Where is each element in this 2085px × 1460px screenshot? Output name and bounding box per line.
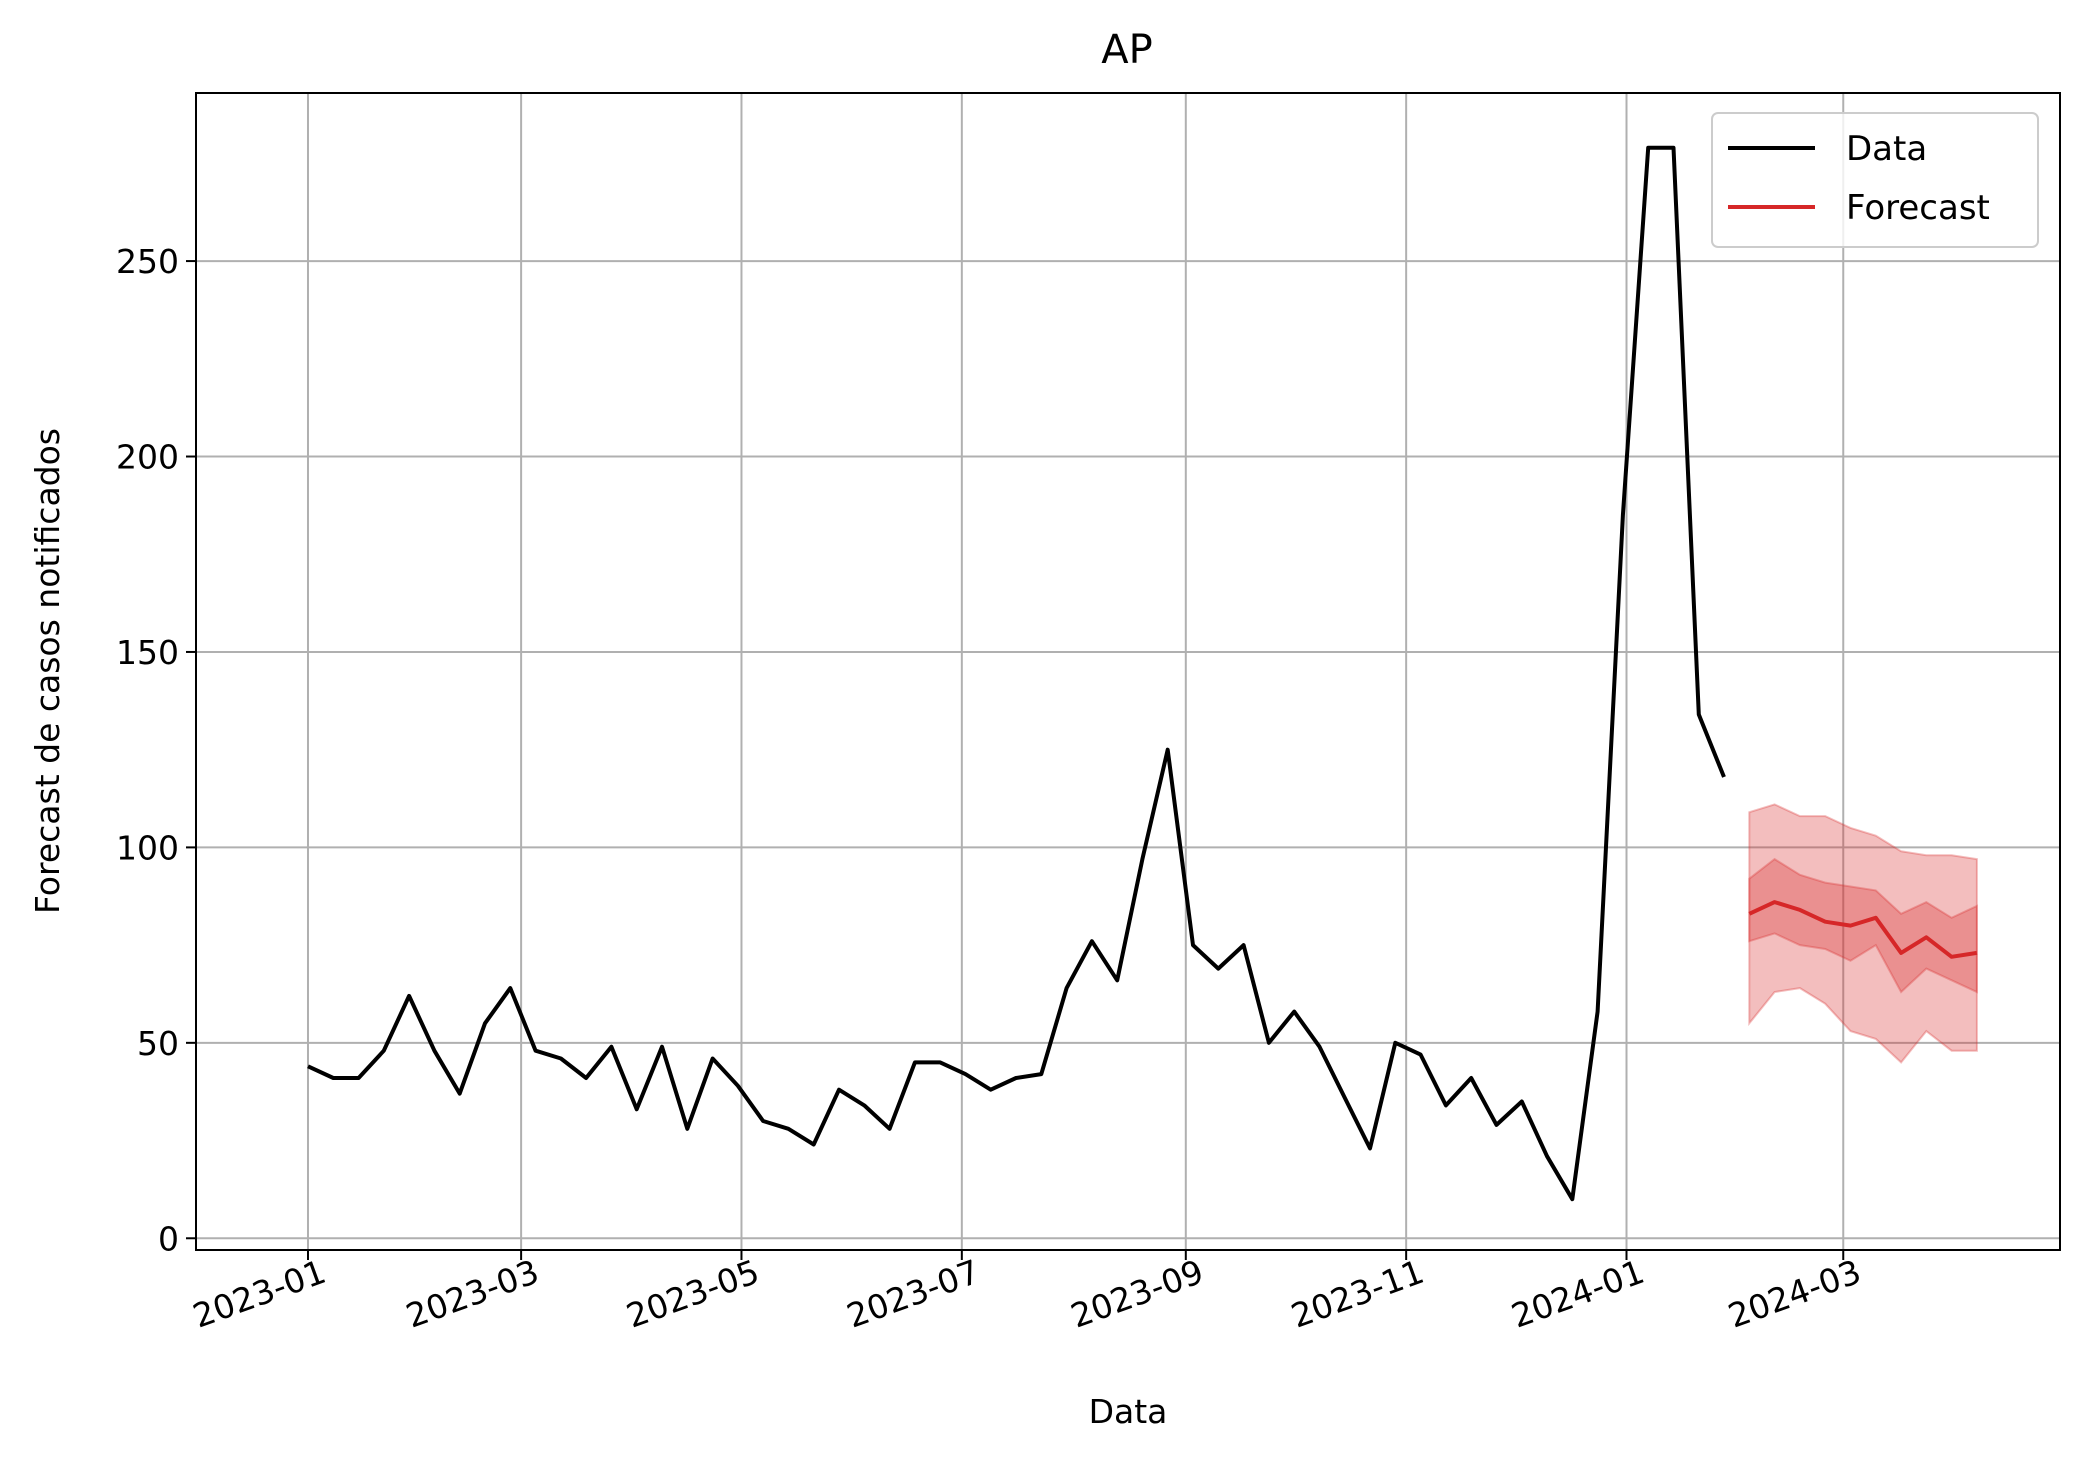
y-tick-label: 200 xyxy=(116,438,179,477)
plot-frame xyxy=(195,92,2061,1251)
forecast-band-50 xyxy=(1748,857,1978,994)
legend-forecast-label: Forecast xyxy=(1846,188,1990,228)
y-tick-label: 250 xyxy=(116,242,179,281)
y-tick-label: 150 xyxy=(116,633,179,672)
y-tick-label: 0 xyxy=(158,1219,179,1258)
legend-data-label: Data xyxy=(1846,129,1927,169)
y-axis-ticks: 0 50 100 150 200 250 xyxy=(116,242,196,1258)
forecast-bands xyxy=(1748,803,1978,1064)
grid-lines xyxy=(196,93,2060,1250)
forecast-series-line xyxy=(1748,900,1978,959)
x-axis-label: Data xyxy=(1089,1392,1168,1431)
chart-title: AP xyxy=(1101,27,1152,73)
y-tick-label: 100 xyxy=(116,828,179,867)
y-axis-label: Forecast de casos notificados xyxy=(28,428,67,914)
forecast-band-90 xyxy=(1748,803,1978,1064)
legend: Data Forecast xyxy=(1711,112,2039,248)
y-tick-label: 50 xyxy=(137,1024,179,1063)
data-series-line xyxy=(307,145,1726,1202)
series-lines xyxy=(307,145,1978,1202)
